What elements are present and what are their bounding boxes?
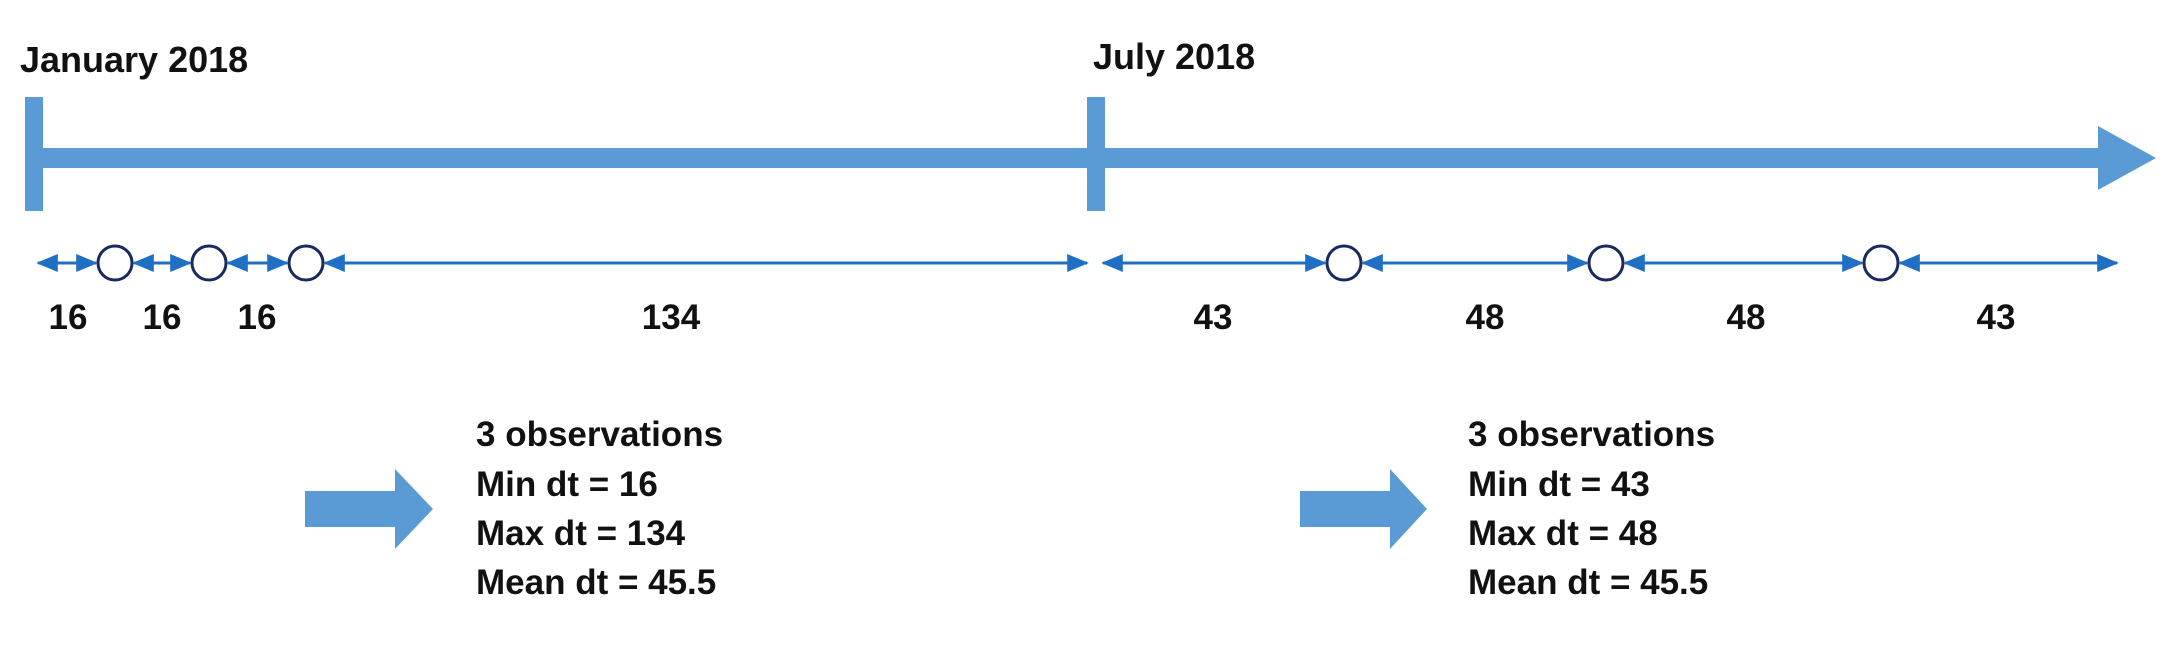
- observation-marker: [1862, 244, 1900, 282]
- period-2-summary: 3 observations Min dt = 43 Max dt = 48 M…: [1468, 415, 1715, 602]
- observation-marker: [287, 244, 325, 282]
- period-1-intervals: [36, 244, 1089, 282]
- interval-label: 43: [1194, 298, 1233, 337]
- mid-date-label: July 2018: [1093, 36, 1255, 77]
- start-tick: [25, 97, 43, 211]
- observation-marker: [96, 244, 134, 282]
- period-1-summary: 3 observations Min dt = 16 Max dt = 134 …: [476, 415, 723, 602]
- interval-label: 43: [1977, 298, 2016, 337]
- timeline-arrowhead: [2098, 126, 2156, 190]
- summary-max: Max dt = 48: [1468, 514, 1658, 553]
- summary-mean: Mean dt = 45.5: [1468, 563, 1708, 602]
- summary-max: Max dt = 134: [476, 514, 686, 553]
- interval-label: 48: [1466, 298, 1505, 337]
- summary-arrow: [1300, 469, 1427, 549]
- observation-marker: [1325, 244, 1363, 282]
- interval-labels: 16 16 16 134 43 48 48 43: [49, 298, 2016, 337]
- summary-arrow: [305, 469, 433, 549]
- timeline-bar: [25, 148, 2100, 168]
- interval-label: 134: [642, 298, 701, 337]
- period-2-intervals: [1101, 244, 2119, 282]
- summary-mean: Mean dt = 45.5: [476, 563, 716, 602]
- summary-observations: 3 observations: [476, 415, 723, 454]
- main-timeline: [25, 97, 2156, 211]
- observation-marker: [1587, 244, 1625, 282]
- summary-min: Min dt = 16: [476, 465, 658, 504]
- start-date-label: January 2018: [20, 39, 248, 80]
- interval-label: 16: [143, 298, 182, 337]
- interval-label: 16: [238, 298, 277, 337]
- summary-min: Min dt = 43: [1468, 465, 1650, 504]
- mid-tick: [1087, 97, 1105, 211]
- interval-label: 16: [49, 298, 88, 337]
- summary-observations: 3 observations: [1468, 415, 1715, 454]
- interval-label: 48: [1727, 298, 1766, 337]
- observation-marker: [190, 244, 228, 282]
